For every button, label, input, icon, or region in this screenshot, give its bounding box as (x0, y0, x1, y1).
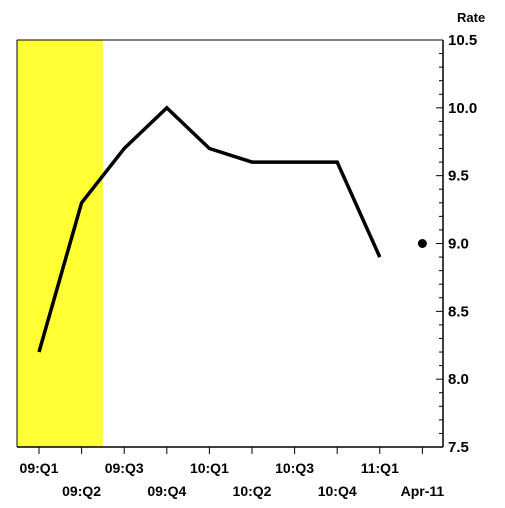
x-tick-label: Apr-11 (401, 483, 445, 499)
highlight-region (17, 40, 103, 447)
x-axis-ticks: 09:Q109:Q209:Q309:Q410:Q110:Q210:Q310:Q4… (20, 447, 445, 499)
y-tick-label: 7.5 (448, 439, 469, 456)
y-tick-label: 9.5 (448, 168, 469, 185)
x-tick-label: 09:Q2 (62, 483, 101, 499)
x-tick-label: 09:Q4 (147, 483, 186, 499)
y-tick-label: 10.0 (448, 100, 477, 117)
y-tick-label: 9.0 (448, 236, 469, 253)
x-tick-label: 09:Q3 (105, 460, 144, 476)
x-tick-label: 11:Q1 (361, 460, 399, 476)
x-tick-label: 10:Q1 (190, 460, 229, 476)
y-axis-unit-label: Rate (457, 10, 485, 25)
x-tick-label: 10:Q4 (318, 483, 357, 499)
x-tick-label: 10:Q3 (275, 460, 314, 476)
series-lines (37, 105, 382, 353)
y-tick-label: 8.0 (448, 371, 469, 388)
y-axis-ticks: 7.5 8.0 8.5 9.0 9.5 10.0 10.5 (436, 32, 477, 456)
point-markers (417, 239, 427, 248)
data-point-marker (417, 239, 427, 248)
y-tick-label: 10.5 (448, 32, 477, 49)
x-tick-label: 10:Q2 (233, 483, 272, 499)
x-tick-label: 09:Q1 (20, 460, 59, 476)
y-tick-label: 8.5 (448, 303, 469, 320)
series-line (37, 105, 382, 353)
